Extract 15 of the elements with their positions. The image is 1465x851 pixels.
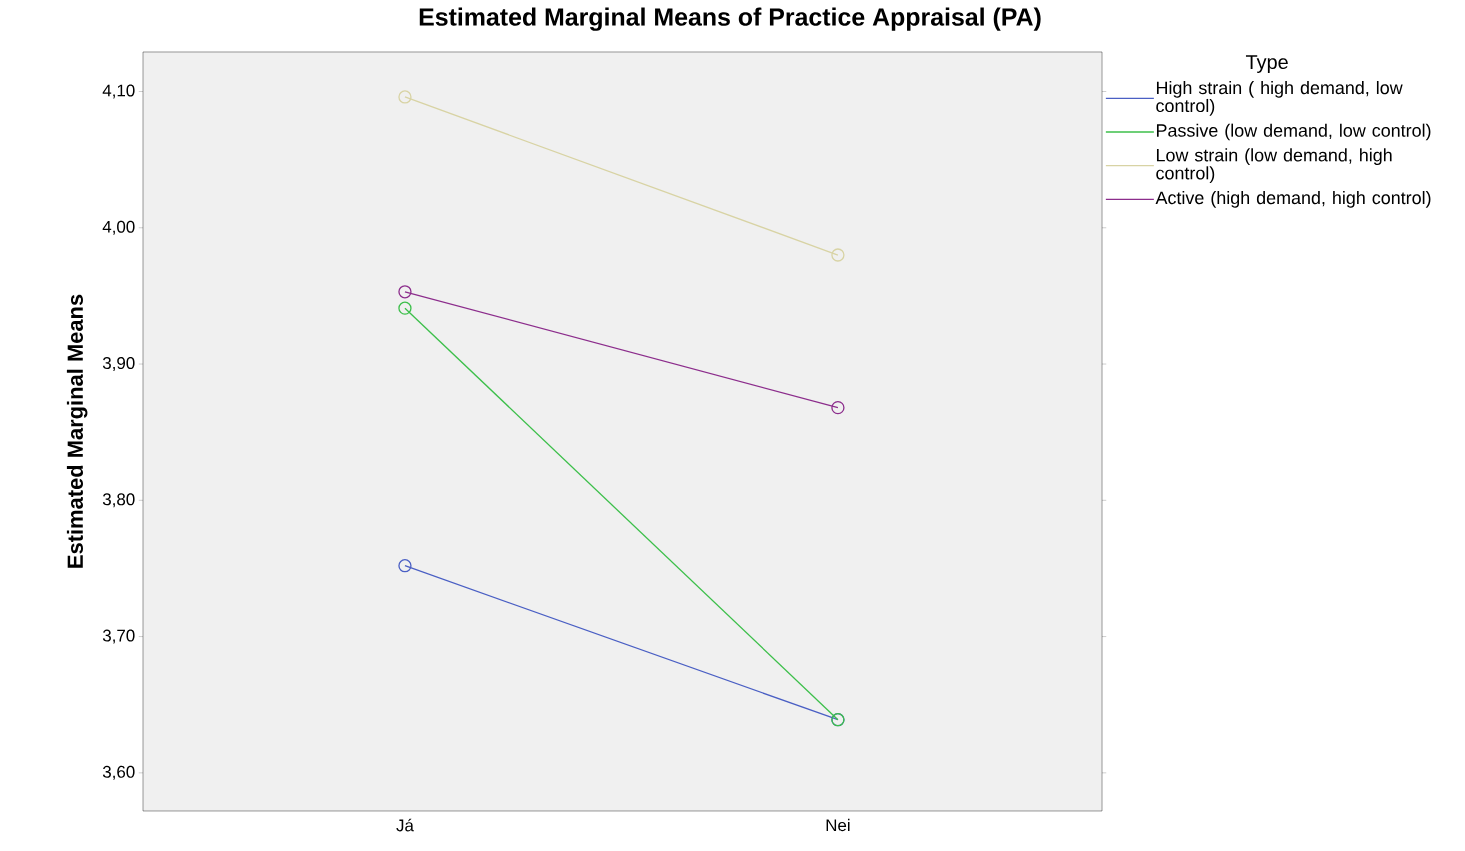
y-tick-label: 3,70 [102, 629, 135, 644]
y-tick-label: 3,90 [102, 357, 135, 372]
legend-title: Type [1245, 55, 1288, 74]
legend-label: Active (high demand, high control) [1155, 191, 1431, 208]
y-axis-title: Estimated Marginal Means [66, 294, 88, 568]
x-tick-label: Nei [826, 818, 850, 832]
y-tick-label: 3,60 [102, 765, 135, 780]
legend-label: High strain ( high demand, low control) [1156, 81, 1403, 116]
y-tick-label: 3,80 [102, 493, 135, 508]
chart-title: Estimated Marginal Means of Practice Appraisal (PA) [419, 7, 1041, 31]
x-tick-label: Já [396, 818, 414, 832]
y-tick-label: 4,10 [102, 84, 135, 99]
legend-label: Low strain (low demand, high control) [1156, 148, 1392, 184]
legend-label: Passive (low demand, low control) [1156, 123, 1431, 141]
y-tick-label: 4,00 [102, 220, 135, 235]
